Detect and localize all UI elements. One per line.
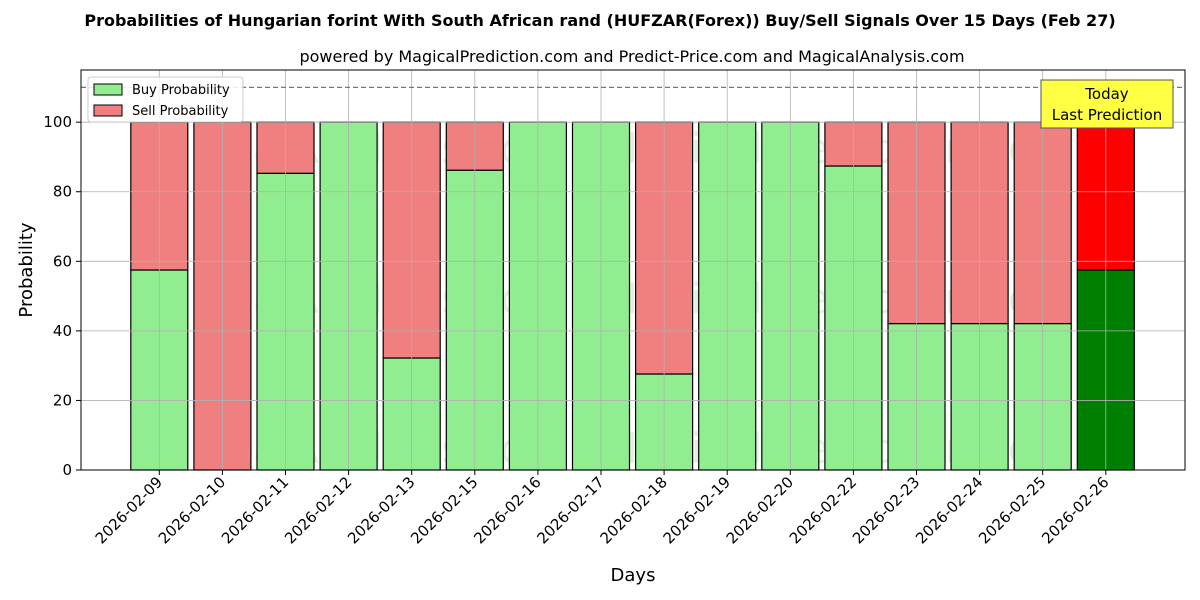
legend-label: Sell Probability (132, 104, 229, 119)
x-tick-label: 2026-02-23 (849, 473, 923, 547)
legend: Buy Probability Sell Probability (87, 76, 244, 123)
x-tick-label: 2026-02-17 (533, 473, 607, 547)
x-tick-label: 2026-02-16 (470, 473, 544, 547)
chart-title: Probabilities of Hungarian forint With S… (84, 11, 1115, 30)
y-tick-label: 40 (53, 322, 72, 340)
x-tick-label: 2026-02-26 (1038, 473, 1112, 547)
x-tick-label: 2026-02-09 (92, 473, 166, 547)
annotation-line-today: Today (1084, 85, 1129, 103)
y-tick-label: 60 (53, 252, 72, 270)
plot-area: MagicalAnalysis.comMagicalPrediction.com… (43, 69, 1186, 547)
x-tick-label: 2026-02-18 (597, 473, 671, 547)
x-tick-label: 2026-02-12 (281, 473, 355, 547)
plot-frame (80, 69, 1186, 471)
x-tick-label: 2026-02-24 (912, 473, 986, 547)
y-tick-label: 0 (62, 461, 72, 479)
y-tick-label: 20 (53, 391, 72, 409)
x-tick-label: 2026-02-13 (344, 473, 418, 547)
legend-label: Buy Probability (132, 83, 230, 98)
y-axis-label: Probability (16, 222, 37, 317)
chart-subtitle: powered by MagicalPrediction.com and Pre… (299, 47, 964, 66)
x-tick-label: 2026-02-19 (660, 473, 734, 547)
today-annotation: Today Last Prediction (1040, 79, 1174, 129)
x-tick-label: 2026-02-11 (218, 473, 292, 547)
legend-swatch (93, 104, 123, 117)
y-tick-label: 100 (43, 113, 72, 131)
x-tick-label: 2026-02-10 (155, 473, 229, 547)
y-tick-label: 80 (53, 183, 72, 201)
annotation-box (1040, 79, 1174, 129)
x-axis-label: Days (611, 565, 656, 586)
x-tick-label: 2026-02-15 (407, 473, 481, 547)
annotation-line-last-prediction: Last Prediction (1052, 106, 1163, 124)
x-tick-label: 2026-02-20 (723, 473, 797, 547)
x-tick-label: 2026-02-22 (786, 473, 860, 547)
x-tick-label: 2026-02-25 (975, 473, 1049, 547)
legend-swatch (93, 83, 123, 96)
legend-box (87, 76, 244, 123)
